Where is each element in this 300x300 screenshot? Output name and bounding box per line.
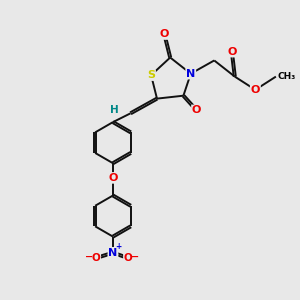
Text: O: O [160,29,169,39]
Text: O: O [192,105,201,116]
Text: S: S [147,70,155,80]
Text: N: N [108,248,118,258]
Text: +: + [115,242,121,250]
Text: H: H [110,105,119,116]
Text: O: O [251,85,260,95]
Text: −: − [85,252,94,262]
Text: O: O [108,173,118,183]
Text: CH₃: CH₃ [278,72,296,81]
Text: N: N [186,69,195,79]
Text: O: O [227,46,236,57]
Text: O: O [124,253,133,263]
Text: −: − [130,252,139,262]
Text: O: O [92,253,100,263]
